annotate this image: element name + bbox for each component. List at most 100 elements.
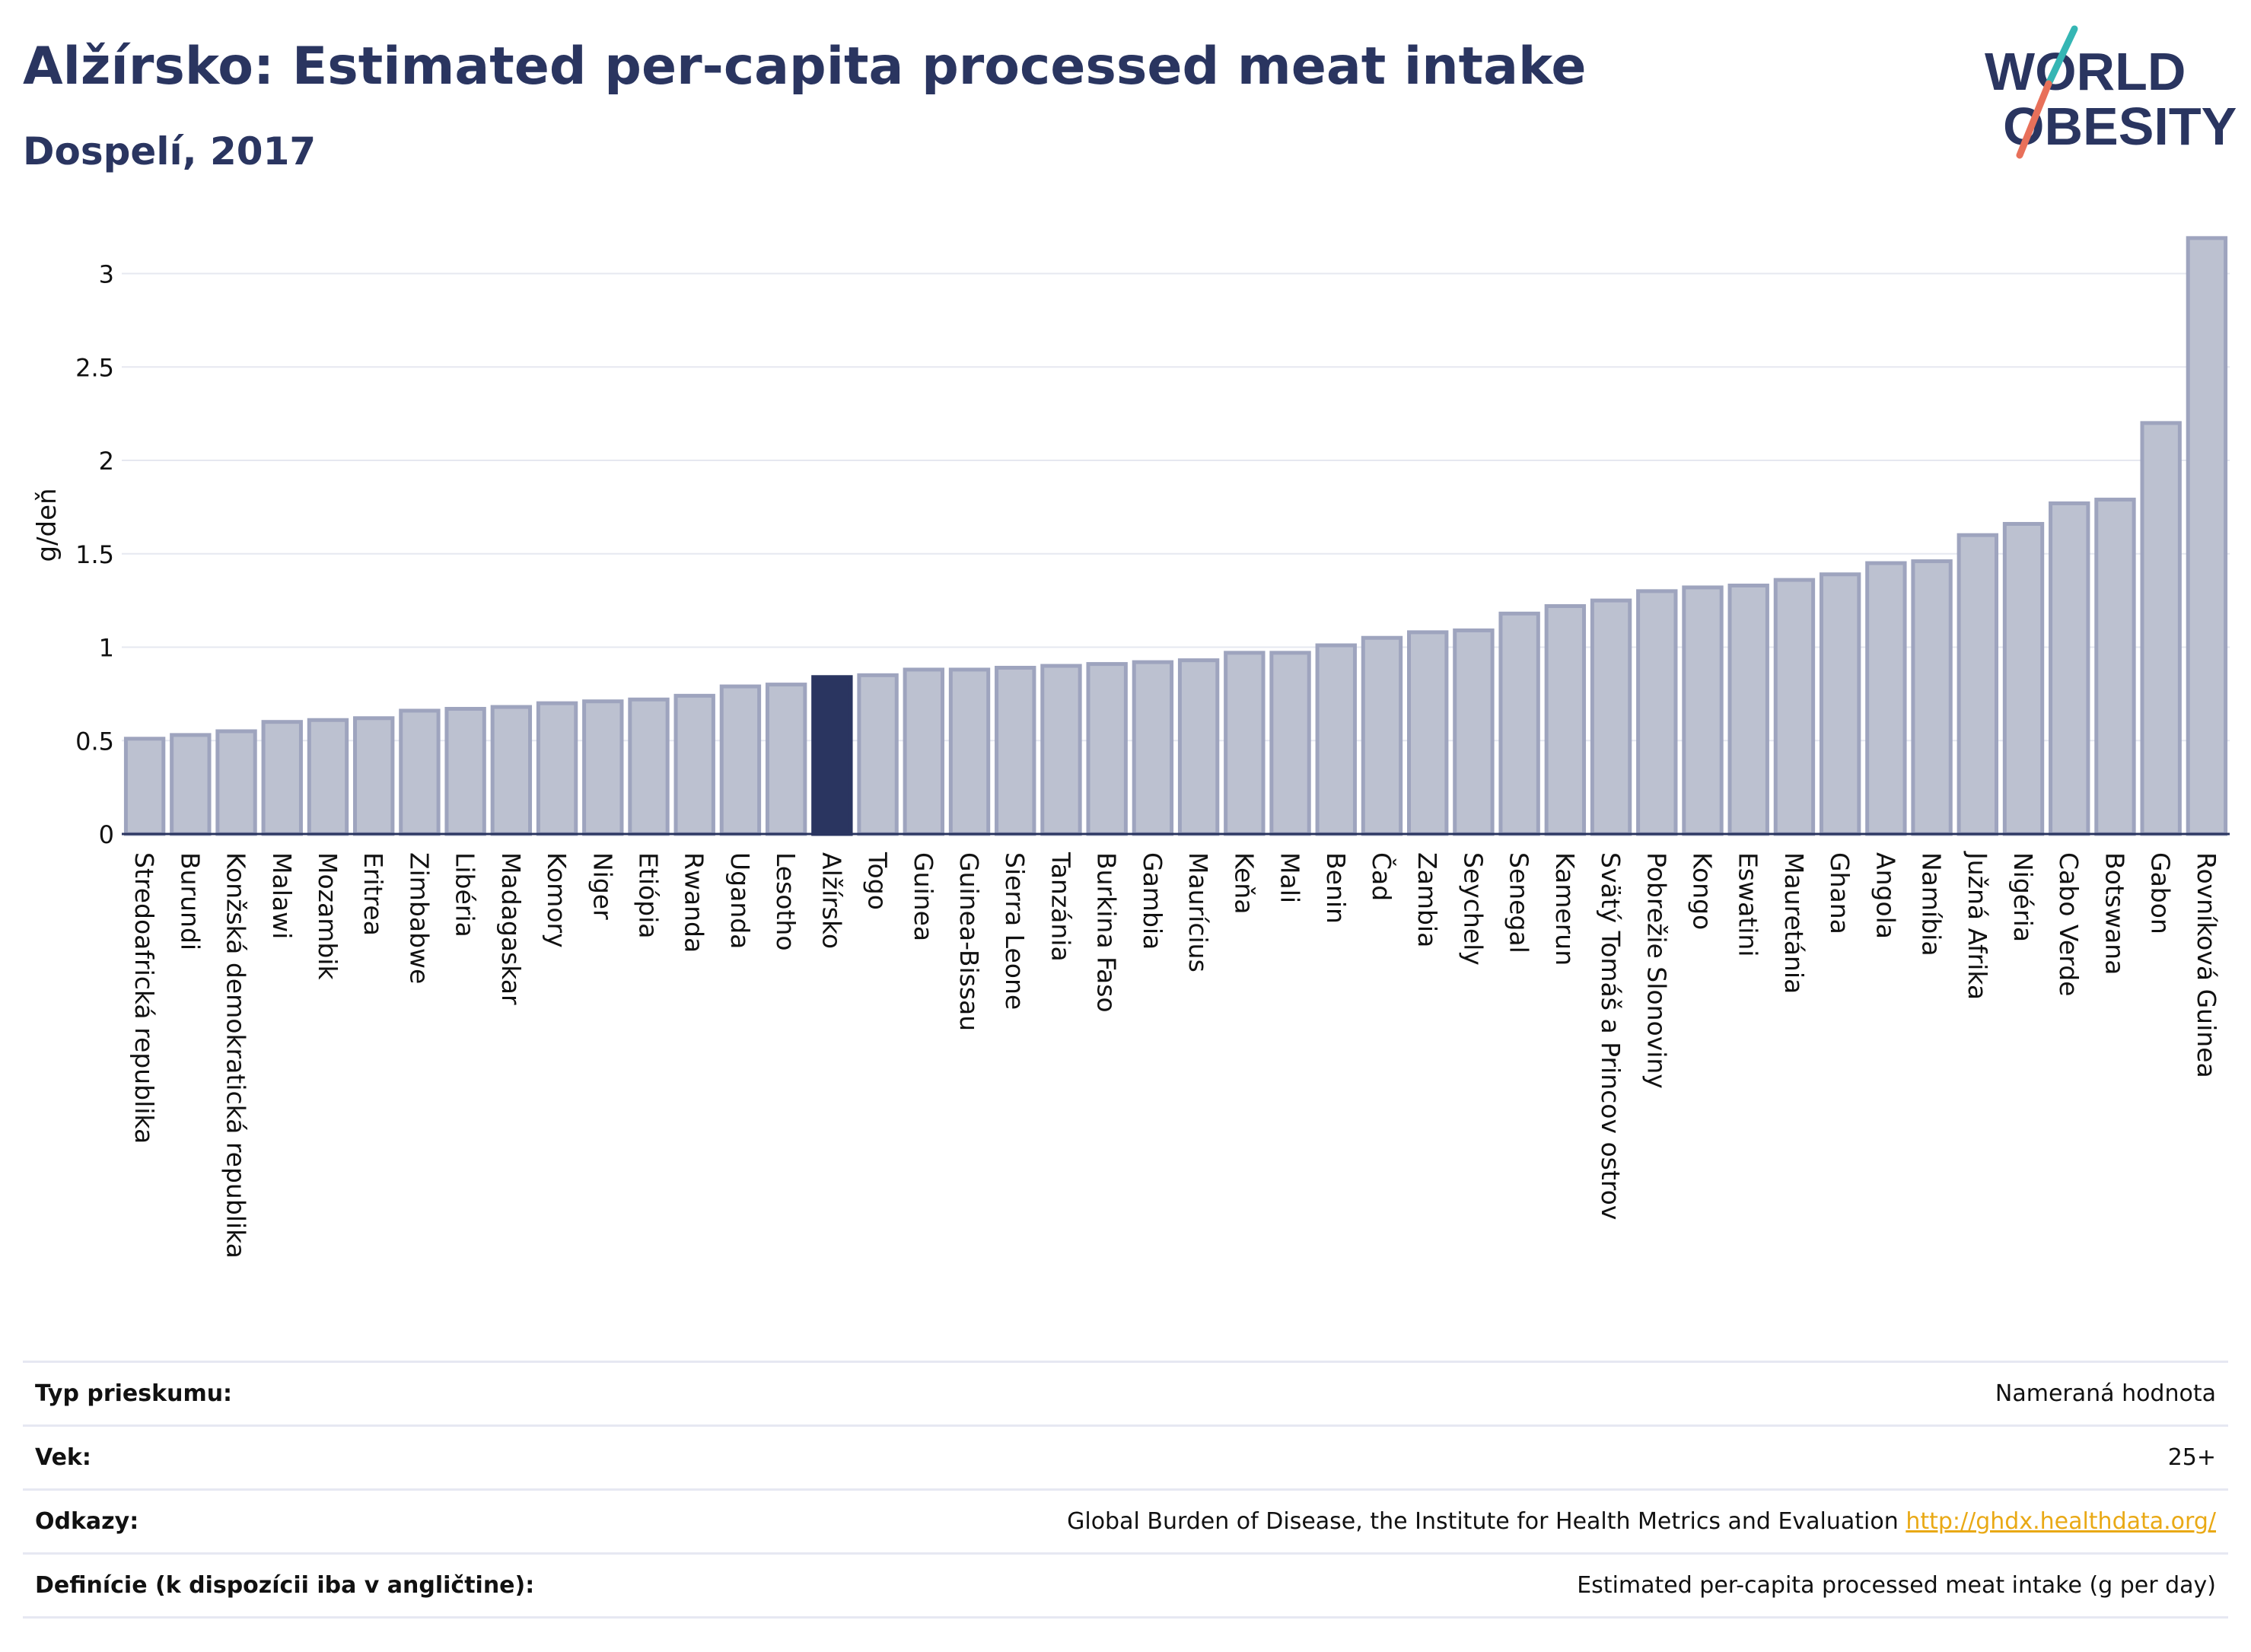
bar[interactable] — [2094, 498, 2136, 836]
bar[interactable] — [903, 667, 944, 836]
y-tick-label: 0 — [99, 820, 114, 849]
bar[interactable] — [1773, 578, 1816, 836]
bar[interactable] — [1544, 603, 1587, 836]
x-tick-label: Tanzánia — [1046, 851, 1075, 962]
bar[interactable] — [1911, 559, 1953, 836]
info-row-definition: Definície (k dispozícii iba v angličtine… — [23, 1552, 2228, 1619]
bar[interactable] — [215, 729, 257, 836]
bar[interactable] — [1315, 643, 1357, 836]
x-tick-label: Botswana — [2100, 852, 2129, 975]
info-row-survey-type: Typ prieskumu: Nameraná hodnota — [23, 1361, 2228, 1426]
x-tick-label: Benin — [1321, 852, 1351, 924]
y-tick-label: 1.5 — [75, 540, 114, 569]
x-tick-label: Madagaskar — [496, 852, 526, 1005]
info-key: Vek: — [23, 1424, 704, 1490]
bar[interactable] — [857, 673, 899, 836]
x-tick-label: Kongo — [1688, 852, 1718, 930]
x-tick-label: Malawi — [267, 852, 297, 939]
x-tick-label: Alžírsko — [817, 852, 846, 949]
bar[interactable] — [765, 683, 807, 836]
bar[interactable] — [2002, 521, 2045, 836]
x-tick-label: Kamerun — [1550, 852, 1580, 966]
bar[interactable] — [1865, 561, 1907, 836]
bar[interactable] — [261, 720, 303, 836]
bar-chart: Stredoafrická republika Burundi Konžská de… — [32, 236, 2230, 1259]
info-key: Odkazy: — [23, 1488, 704, 1554]
bar[interactable] — [948, 667, 991, 836]
x-tick-label: Južná Afrika — [1963, 851, 1992, 1000]
bar[interactable] — [995, 666, 1036, 836]
x-tick-label: Zambia — [1412, 852, 1442, 947]
bar[interactable] — [1956, 533, 1998, 836]
bar[interactable] — [1269, 651, 1311, 836]
x-tick-label: Lesotho — [771, 852, 801, 951]
info-value: 25+ — [703, 1424, 2228, 1490]
bar[interactable] — [1819, 572, 1861, 836]
x-tick-label: Stredoafrická republika — [129, 852, 159, 1144]
y-tick-label: 3 — [99, 260, 114, 289]
x-tick-label: Togo — [863, 851, 893, 910]
bar[interactable] — [673, 693, 715, 836]
bar[interactable] — [2049, 501, 2090, 836]
bar[interactable] — [1040, 664, 1082, 836]
info-table: Typ prieskumu: Nameraná hodnota Vek: 25+… — [23, 1361, 2228, 1619]
bar[interactable] — [490, 705, 533, 836]
x-tick-label: Niger — [587, 852, 617, 920]
info-key: Typ prieskumu: — [23, 1361, 704, 1426]
info-row-references: Odkazy: Global Burden of Disease, the In… — [23, 1488, 2228, 1554]
info-row-age: Vek: 25+ — [23, 1424, 2228, 1490]
x-tick-label: Angola — [1871, 852, 1900, 939]
chart-subtitle: Dospelí, 2017 — [23, 129, 317, 173]
y-axis-title: g/deň — [32, 488, 62, 562]
bar[interactable] — [399, 708, 441, 836]
logo-line-1: WORLD — [1985, 42, 2186, 101]
x-tick-labels: Stredoafrická republika Burundi Konžská de… — [129, 851, 2221, 1259]
y-tick-label: 2 — [99, 447, 114, 476]
bar[interactable] — [1682, 585, 1724, 836]
x-tick-label: Maurícius — [1183, 852, 1213, 972]
bar[interactable] — [1636, 589, 1678, 836]
x-tick-label: Eswatini — [1734, 852, 1763, 957]
y-tick-label: 1 — [99, 634, 114, 663]
bar[interactable] — [2140, 421, 2182, 836]
bar[interactable] — [1361, 635, 1403, 836]
reference-text: Global Burden of Disease, the Institute … — [1067, 1508, 1899, 1535]
x-tick-label: Libéria — [451, 852, 480, 937]
x-tick-label: Namíbia — [1917, 852, 1947, 957]
info-key: Definície (k dispozícii iba v angličtine… — [23, 1552, 704, 1619]
bar[interactable] — [1177, 658, 1220, 836]
bar[interactable] — [444, 707, 486, 836]
bar[interactable] — [1407, 630, 1449, 836]
bar[interactable] — [811, 675, 853, 836]
bar[interactable] — [1590, 598, 1632, 836]
bar[interactable] — [1453, 628, 1495, 836]
x-tick-label: Ghana — [1825, 852, 1855, 934]
bar[interactable] — [1086, 662, 1128, 836]
x-tick-label: Rovníková Guinea — [2192, 852, 2221, 1078]
y-tick-label: 2.5 — [75, 353, 114, 382]
reference-link[interactable]: http://ghdx.healthdata.org/ — [1906, 1508, 2216, 1535]
chart-title: Alžírsko: Estimated per-capita processed… — [23, 37, 1587, 97]
logo-slash-teal — [2045, 25, 2078, 88]
x-tick-label: Guinea-Bissau — [954, 852, 984, 1031]
bar[interactable] — [582, 699, 624, 836]
bar[interactable] — [1224, 651, 1266, 836]
bar[interactable] — [170, 733, 212, 836]
bar[interactable] — [1132, 660, 1174, 836]
x-tick-label: Eritrea — [358, 852, 388, 936]
x-tick-label: Konžská demokratická republika — [221, 852, 251, 1259]
bar[interactable] — [536, 701, 578, 836]
bar[interactable] — [1727, 583, 1769, 836]
x-tick-label: Senegal — [1504, 852, 1534, 953]
x-tick-label: Svätý Tomáš a Princov ostrov — [1596, 852, 1625, 1220]
bar[interactable] — [719, 684, 762, 836]
bar[interactable] — [628, 697, 670, 836]
x-tick-label: Zimbabwe — [404, 852, 434, 984]
x-tick-label: Cabo Verde — [2054, 852, 2084, 996]
bar[interactable] — [307, 718, 349, 836]
bar[interactable] — [1498, 611, 1540, 836]
bar[interactable] — [2186, 236, 2228, 836]
bar[interactable] — [353, 716, 395, 836]
bar[interactable] — [123, 737, 166, 836]
logo-slash-coral — [2016, 80, 2052, 159]
